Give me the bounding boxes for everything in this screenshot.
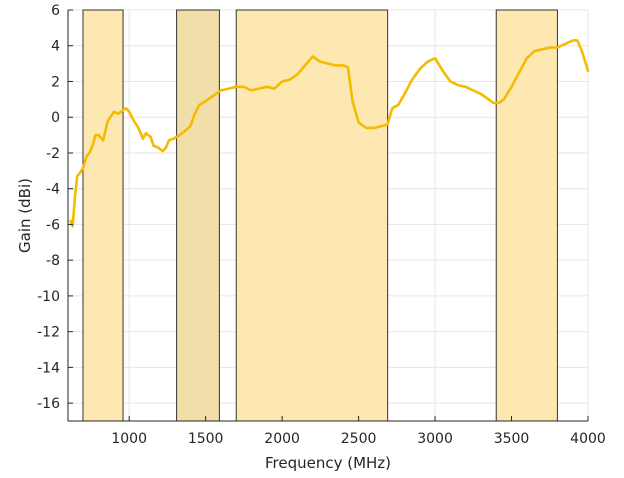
y-tick-label: -12: [37, 325, 60, 341]
x-tick-label: 3000: [417, 431, 453, 447]
tick-labels: 1000 1500 2000 2500 3000 3500 4000 6 4 2 0 -2 -4 -6 -8…: [37, 3, 606, 447]
y-tick-label: 2: [51, 74, 60, 90]
y-tick-label: 4: [51, 39, 60, 55]
x-tick-label: 1500: [188, 431, 224, 447]
frequency-band-4: [495, 9, 558, 422]
axis-frame: [67, 10, 588, 422]
x-tick-label: 4000: [570, 431, 606, 447]
y-tick-label: -16: [37, 396, 60, 412]
y-axis-label: Gain (dBi): [16, 178, 34, 253]
frequency-band-2: [176, 9, 220, 422]
x-axis-label: Frequency (MHz): [265, 454, 391, 472]
y-tick-label: -2: [46, 146, 60, 162]
x-tick-label: 3500: [494, 431, 530, 447]
y-tick-label: -6: [46, 217, 60, 233]
y-tick-label: 6: [51, 3, 60, 19]
y-tick-label: -4: [46, 182, 60, 198]
x-tick-label: 1000: [111, 431, 147, 447]
y-tick-label: 0: [51, 110, 60, 126]
y-tick-label: -14: [37, 360, 60, 376]
frequency-band-3: [235, 9, 389, 422]
y-tick-label: -10: [37, 289, 60, 305]
axes: [67, 9, 589, 422]
series-layer: [69, 39, 590, 228]
x-tick-label: 2000: [264, 431, 300, 447]
x-tick-label: 2500: [341, 431, 377, 447]
frequency-band-1: [82, 9, 124, 422]
y-tick-label: -8: [46, 253, 60, 269]
gain-series-line-1: [69, 39, 590, 228]
frequency-bands: [82, 9, 558, 422]
